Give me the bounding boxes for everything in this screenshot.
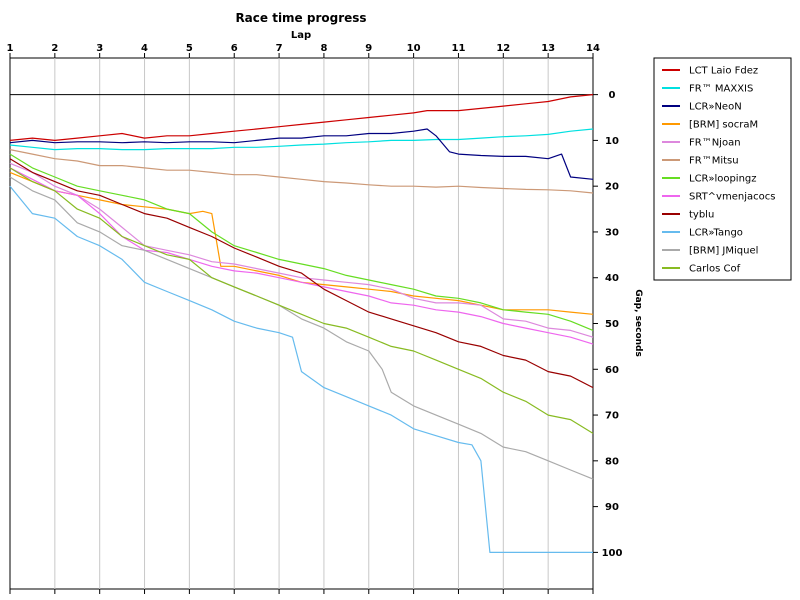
series-line-12	[9, 167, 594, 434]
y-tick-label: 0	[609, 90, 616, 101]
legend-entry: LCR»NeoN	[689, 102, 742, 113]
plot-area	[9, 57, 594, 590]
y-tick-label: 10	[605, 136, 619, 147]
x-tick-label: 1	[7, 43, 14, 54]
y-tick-label: 60	[605, 365, 619, 376]
y-tick-label: 90	[605, 502, 619, 513]
series-line-1	[9, 94, 594, 141]
legend-entry: Carlos Cof	[689, 264, 741, 275]
x-axis-ticks: 1 2 3 4 5 6 7 8 9 10 11 12 13 14	[7, 43, 600, 594]
series-line-4	[9, 171, 594, 315]
legend-entry: LCR»loopingz	[689, 174, 757, 185]
series-line-9	[9, 158, 594, 389]
chart-title: Race time progress	[235, 11, 366, 25]
legend-entry: FR™Mitsu	[689, 156, 739, 167]
y-tick-label: 70	[605, 411, 619, 422]
x-tick-label: 2	[51, 43, 58, 54]
x-tick-label: 3	[96, 43, 103, 54]
x-tick-label: 9	[365, 43, 372, 54]
legend-entry: LCR»Tango	[689, 228, 743, 239]
y-axis-ticks: 0 10 20 30 40 50 60 70 80 90 100	[593, 90, 622, 559]
x-tick-label: 11	[452, 43, 466, 54]
legend: LCT Laio Fdez FR™ MAXXIS LCR»NeoN [BRM] soc…	[653, 57, 792, 281]
y-tick-label: 20	[605, 182, 619, 193]
x-tick-label: 4	[141, 43, 148, 54]
x-tick-label: 13	[541, 43, 555, 54]
series-line-10	[9, 185, 593, 554]
y-axis-label: Gap, seconds	[633, 289, 643, 357]
series-line-6	[9, 149, 594, 194]
series-line-11	[9, 176, 594, 480]
series-layer	[9, 94, 594, 554]
y-tick-label: 50	[605, 319, 619, 330]
y-tick-label: 80	[605, 456, 619, 467]
x-tick-label: 12	[496, 43, 510, 54]
x-tick-label: 7	[276, 43, 283, 54]
y-tick-label: 40	[605, 273, 619, 284]
x-tick-label: 6	[231, 43, 238, 54]
legend-entry: LCT Laio Fdez	[689, 66, 758, 77]
series-line-8	[9, 167, 594, 345]
legend-entry: FR™Njoan	[689, 138, 741, 149]
legend-entry: SRT^vmenjacocs	[689, 192, 775, 203]
y-tick-label: 30	[605, 227, 619, 238]
series-line-3	[9, 128, 594, 180]
x-axis-label: Lap	[291, 30, 311, 41]
series-line-5	[9, 162, 594, 338]
x-tick-label: 10	[407, 43, 421, 54]
y-tick-label: 100	[602, 548, 623, 559]
legend-entry: tyblu	[689, 210, 714, 221]
legend-entry: [BRM] JMiquel	[689, 246, 758, 257]
x-tick-label: 14	[586, 43, 600, 54]
x-tick-label: 8	[320, 43, 327, 54]
plot-frame	[9, 57, 594, 590]
legend-box	[653, 57, 792, 281]
legend-entry: FR™ MAXXIS	[689, 84, 753, 95]
legend-entry: [BRM] socraM	[689, 120, 758, 131]
series-line-2	[9, 128, 594, 151]
x-tick-label: 5	[186, 43, 193, 54]
series-line-7	[9, 153, 594, 331]
